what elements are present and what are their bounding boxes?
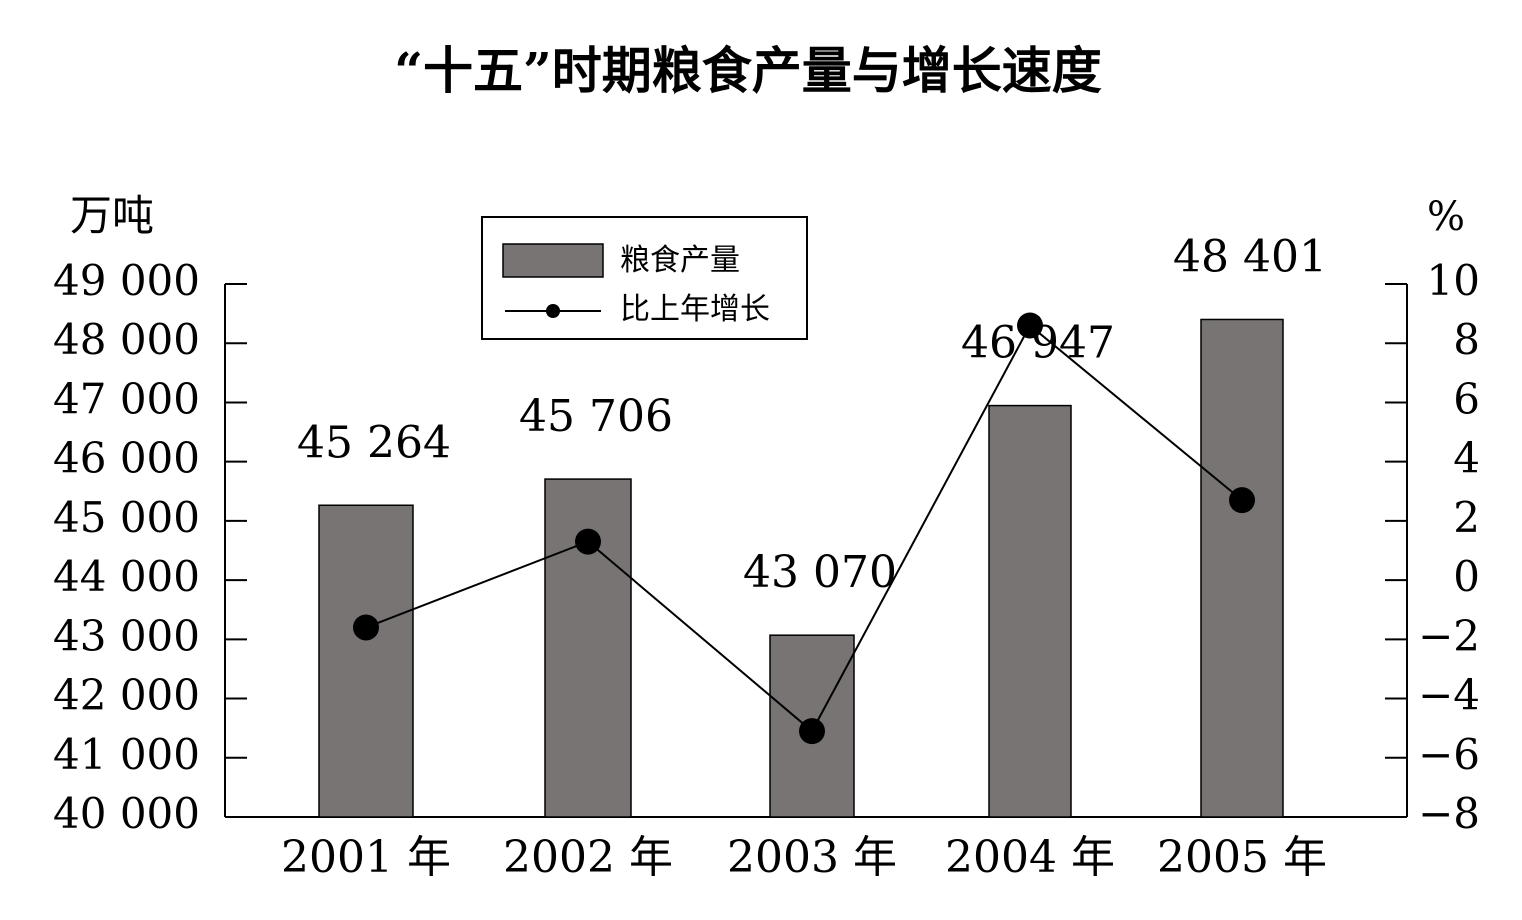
x-axis-label: 2002 年 [503,832,673,883]
left-axis-tick-label: 47 000 [53,374,200,423]
legend-bar-swatch [502,243,604,278]
growth-point [1017,312,1043,339]
bar [1200,318,1284,818]
right-axis-tick-label: −4 [1418,671,1480,720]
right-axis-tick-label: 4 [1453,434,1480,483]
legend-line-marker [546,304,560,318]
bar-data-label: 43 070 [743,547,897,598]
bar [318,504,414,818]
legend-line-label: 比上年增长 [620,292,770,327]
x-axis-labels: 2001 年 2002 年 2003 年 2004 年 2005 年 [281,832,1327,883]
left-axis-tick-label: 40 000 [53,789,200,838]
legend: 粮食产量 比上年增长 [481,216,808,340]
x-axis-label: 2004 年 [945,832,1115,883]
growth-line-layer [353,312,1255,745]
left-axis-tick-label: 43 000 [53,611,200,660]
right-axis-tick-label: 2 [1453,493,1480,542]
x-axis-label: 2005 年 [1157,832,1327,883]
left-axis-tick-label: 41 000 [53,730,200,779]
growth-point [353,614,379,641]
x-axis-label: 2001 年 [281,832,451,883]
right-axis-tick-label: 10 [1427,256,1480,305]
left-axis-unit: 万吨 [70,191,154,240]
left-axis-tick-label: 48 000 [53,315,200,364]
right-axis-tick-label: −2 [1418,611,1480,660]
left-axis-tick-labels: 40 000 41 000 42 000 43 000 44 000 45 000 46 0… [53,256,200,838]
left-axis-tick-label: 44 000 [53,552,200,601]
bar-data-label: 45 706 [519,391,673,442]
right-axis-tick-label: −6 [1418,730,1480,779]
left-axis-tick-label: 45 000 [53,493,200,542]
right-axis-tick-label: 6 [1453,374,1480,423]
chart-title: “十五”时期粮食产量与增长速度 [394,41,1102,100]
growth-point [799,718,825,745]
bar-data-label: 45 264 [297,417,451,468]
legend-bar-label: 粮食产量 [620,243,740,278]
right-axis-unit: % [1427,194,1465,240]
x-axis-label: 2003 年 [727,832,897,883]
bar [988,404,1072,818]
right-axis-tick-label: 8 [1453,315,1480,364]
right-axis-tick-labels: −8 −6 −4 −2 0 2 4 6 8 10 [1418,256,1480,838]
growth-point [575,528,601,555]
right-axis-tick-label: 0 [1453,552,1480,601]
left-axis-tick-label: 49 000 [53,256,200,305]
bars-layer [318,318,1284,818]
left-axis-tick-label: 46 000 [53,434,200,483]
left-axis-tick-label: 42 000 [53,671,200,720]
legend-frame [481,216,808,340]
bar-data-label: 48 401 [1173,231,1327,282]
growth-point [1229,487,1255,514]
right-axis-tick-label: −8 [1418,789,1480,838]
